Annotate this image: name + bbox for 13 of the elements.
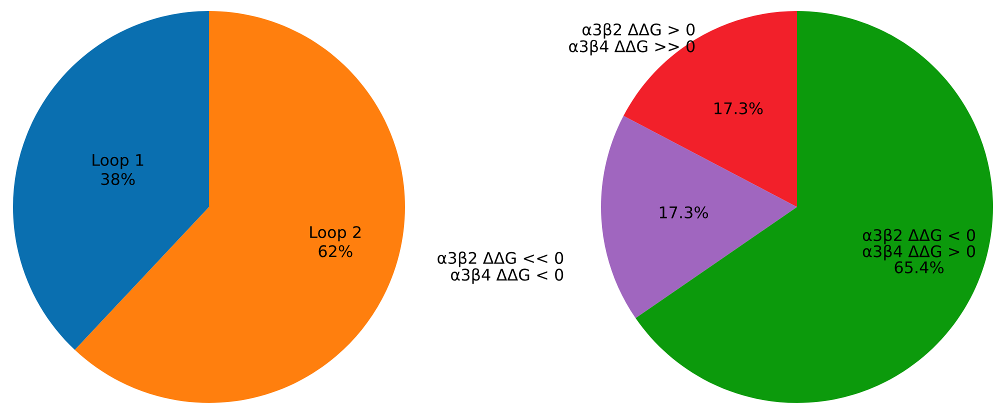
slice-label: Loop 2 (310, 226, 361, 242)
data-label: 62% (318, 245, 352, 258)
pie-slice (13, 11, 209, 350)
data-label: 17.3% (714, 102, 763, 114)
pie-slice (74, 11, 405, 403)
slice-label: α3β2 ΔΔG > 0 α3β4 ΔΔG >> 0 (569, 23, 695, 56)
data-label: 17.3% (660, 206, 708, 218)
slice-label: Loop 1 (92, 154, 144, 170)
data-label: 38% (101, 173, 135, 186)
slice-label: α3β2 ΔΔG << 0 α3β4 ΔΔG < 0 (438, 252, 564, 284)
pie-slice (601, 116, 797, 318)
slice-label: α3β2 ΔΔG < 0 α3β4 ΔΔG > 0 (862, 228, 975, 260)
data-label: 65.4% (894, 261, 944, 274)
